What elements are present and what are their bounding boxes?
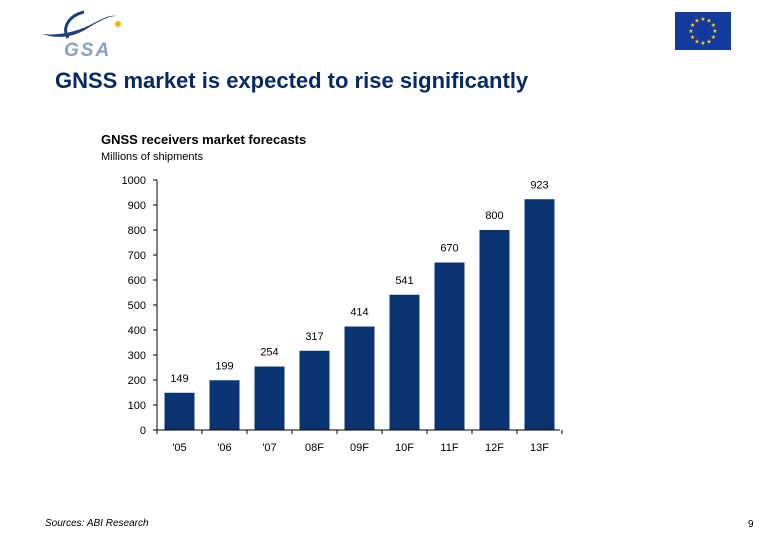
bar-09F (344, 326, 375, 430)
y-tick-label: 800 (128, 225, 146, 237)
eu-star-icon: ★ (712, 28, 717, 35)
eu-star-icon: ★ (690, 34, 695, 41)
bar-11F (434, 262, 465, 430)
y-tick-label: 900 (128, 200, 146, 212)
eu-star-icon: ★ (706, 38, 711, 45)
eu-star-icon: ★ (706, 18, 711, 25)
data-label: 317 (305, 331, 323, 343)
data-label: 149 (170, 373, 188, 385)
gsa-logo: GSA (42, 10, 121, 61)
logo-dot (115, 21, 121, 27)
eu-star-icon: ★ (690, 22, 695, 29)
bar-08F (299, 350, 330, 430)
x-tick-label: 08F (305, 442, 324, 454)
eu-star-icon: ★ (688, 28, 693, 35)
logo-swoosh (42, 15, 116, 37)
x-tick-label: '07 (262, 442, 276, 454)
x-tick-label: 09F (350, 442, 369, 454)
y-tick-label: 100 (128, 400, 146, 412)
data-label: 670 (440, 243, 458, 255)
bar-05 (164, 392, 195, 430)
y-tick-label: 300 (128, 350, 146, 362)
eu-flag-field (675, 12, 731, 50)
logo-text: GSA (64, 40, 111, 61)
x-tick-label: '05 (172, 442, 186, 454)
y-tick-label: 500 (128, 300, 146, 312)
y-tick-label: 700 (128, 250, 146, 262)
page-number: 9 (748, 519, 754, 530)
data-label: 800 (485, 210, 503, 222)
y-tick-label: 200 (128, 375, 146, 387)
source-note: Sources: ABI Research (45, 518, 149, 529)
data-label: 254 (260, 347, 278, 359)
chart-title: GNSS receivers market forecasts (101, 132, 307, 147)
eu-flag: ★ ★★★★★★★★★★★ (675, 12, 731, 50)
bar-13F (524, 199, 555, 430)
x-tick-label: 11F (440, 442, 458, 454)
chart-subtitle: Millions of shipments (101, 151, 204, 163)
bars (164, 199, 555, 430)
eu-star-icon: ★ (711, 22, 716, 29)
y-tick-label: 400 (128, 325, 146, 337)
eu-stars: ★ ★★★★★★★★★★★ (688, 16, 717, 47)
data-label: 414 (350, 307, 368, 319)
eu-star-icon: ★ (694, 38, 699, 45)
y-axis: 0 100 200 300 400 500 600 700 800 900 1000 (122, 175, 158, 437)
y-tick-label: 600 (128, 275, 146, 287)
x-tick-label: 13F (530, 442, 549, 454)
data-label: 541 (395, 275, 413, 287)
eu-star-icon: ★ (711, 34, 716, 41)
x-tick-label: 12F (485, 442, 504, 454)
bar-12F (479, 230, 510, 430)
data-label: 199 (215, 360, 233, 372)
logo-arc (64, 10, 85, 39)
x-tick-label: 10F (395, 442, 414, 454)
data-labels: 149 199 254 317 414 541 670 800 923 (170, 179, 548, 385)
eu-star-icon: ★ (700, 40, 705, 47)
bar-06 (209, 380, 240, 430)
eu-star-icon: ★ (700, 16, 705, 23)
x-tick-label: '06 (217, 442, 231, 454)
bar-07 (254, 366, 285, 430)
x-axis: '05 '06 '07 08F 09F 10F 11F 12F 13F (156, 429, 563, 454)
y-tick-label: 1000 (122, 175, 146, 187)
page-title: GNSS market is expected to rise signific… (55, 68, 529, 93)
bar-10F (389, 294, 420, 430)
y-tick-label: 0 (140, 425, 146, 437)
eu-star-icon: ★ (694, 18, 699, 25)
data-label: 923 (530, 179, 548, 191)
